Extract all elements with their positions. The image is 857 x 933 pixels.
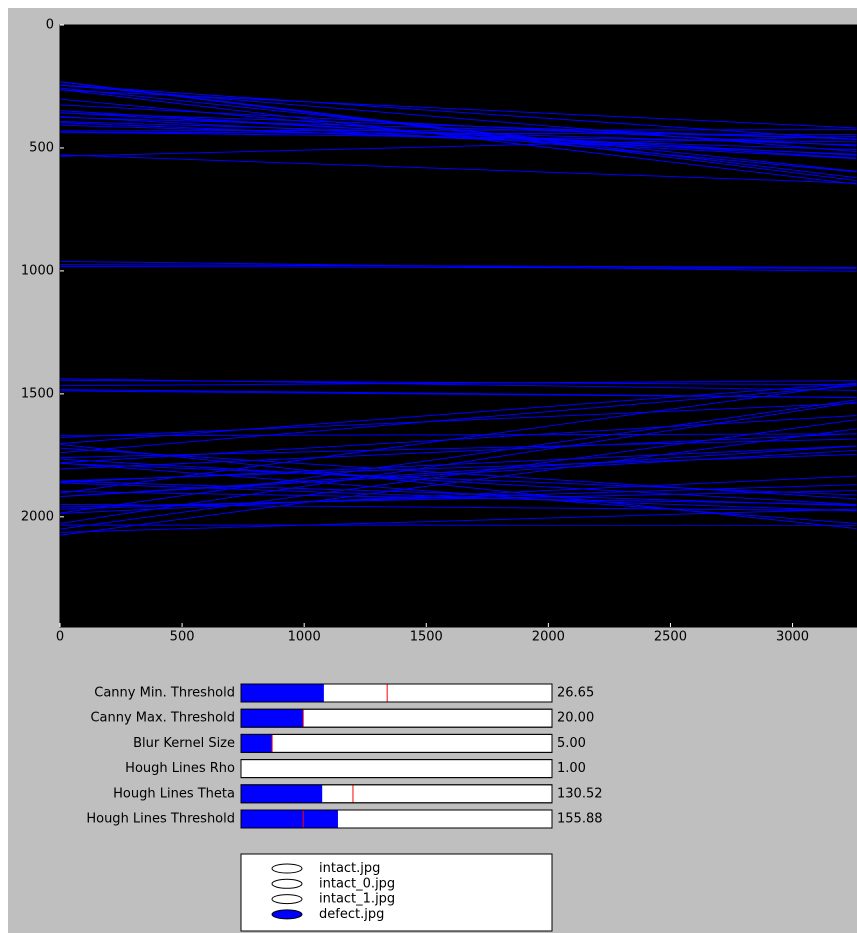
- radio-button[interactable]: [272, 910, 302, 919]
- y-tick-label: 2000: [21, 509, 54, 524]
- slider-value: 26.65: [557, 686, 594, 701]
- radio-button[interactable]: [272, 864, 302, 873]
- y-tick-label: 1000: [21, 263, 54, 278]
- slider-value: 155.88: [557, 812, 603, 827]
- radio-label: intact_1.jpg: [319, 892, 395, 907]
- x-tick-label: 1000: [288, 630, 321, 645]
- figure: 0 500 1000 1500 2000 2500 3000 0 500 1000 1500 2000…: [0, 0, 857, 933]
- radio-button[interactable]: [272, 879, 302, 888]
- slider-value: 20.00: [557, 711, 594, 726]
- x-tick-label: 500: [170, 630, 195, 645]
- x-tick-label: 2000: [532, 630, 565, 645]
- slider-fill: [241, 810, 338, 828]
- slider-label: Canny Max. Threshold: [90, 711, 235, 726]
- slider-value: 130.52: [557, 786, 603, 801]
- x-tick-label: 2500: [654, 630, 687, 645]
- y-tick-label: 1500: [21, 386, 54, 401]
- radio-label: defect.jpg: [319, 907, 384, 922]
- radio-label: intact.jpg: [319, 861, 380, 876]
- slider-value: 5.00: [557, 736, 586, 751]
- image: [60, 25, 857, 627]
- slider-label: Hough Lines Theta: [113, 786, 235, 801]
- slider-value: 1.00: [557, 761, 586, 776]
- slider-track[interactable]: [241, 760, 552, 778]
- slider-label: Blur Kernel Size: [133, 736, 235, 751]
- slider-label: Hough Lines Rho: [125, 761, 235, 776]
- y-tick-label: 0: [46, 18, 54, 33]
- radio-button[interactable]: [272, 895, 302, 904]
- slider-label: Hough Lines Threshold: [86, 812, 235, 827]
- slider-fill: [241, 709, 303, 727]
- slider-label: Canny Min. Threshold: [94, 686, 235, 701]
- page: {"image_axes": {"xlim": [0, 3264], "ylim…: [0, 0, 857, 933]
- slider-track[interactable]: [241, 734, 552, 752]
- y-tick-label: 500: [29, 140, 54, 155]
- x-tick-label: 1500: [410, 630, 443, 645]
- slider-fill: [241, 785, 322, 803]
- radio-label: intact_0.jpg: [319, 876, 395, 891]
- slider-fill: [241, 684, 324, 702]
- x-tick-label: 3000: [776, 630, 809, 645]
- x-tick-label: 0: [56, 630, 64, 645]
- slider-fill: [241, 734, 272, 752]
